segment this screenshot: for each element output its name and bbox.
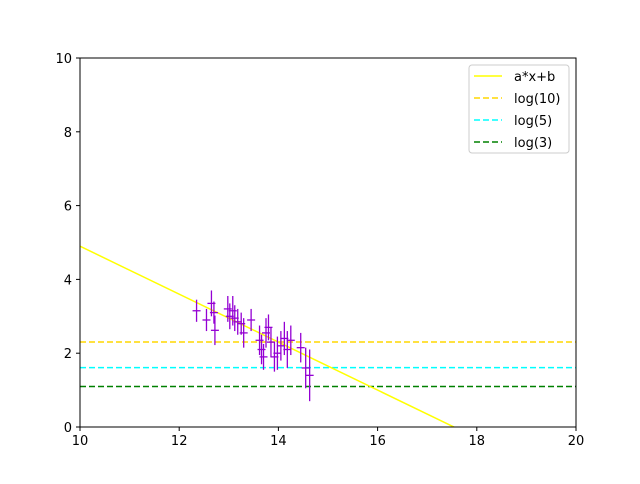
legend-label: log(10) — [514, 92, 561, 107]
y-tick-label: 4 — [64, 273, 72, 288]
y-tick-label: 0 — [64, 421, 72, 436]
y-tick-label: 10 — [55, 52, 72, 67]
data-point — [228, 296, 237, 326]
data-point — [209, 301, 218, 324]
x-tick-label: 20 — [568, 434, 585, 449]
x-tick-label: 16 — [369, 434, 386, 449]
fit-line — [80, 245, 456, 427]
y-tick-label: 6 — [64, 200, 72, 215]
fit-line-layer — [80, 245, 456, 427]
reference-lines — [80, 341, 576, 388]
data-point — [286, 325, 295, 356]
data-point — [296, 332, 305, 363]
data-point — [273, 336, 282, 370]
data-point — [276, 331, 285, 361]
data-point — [233, 308, 242, 335]
data-point — [301, 347, 310, 389]
x-tick-label: 18 — [469, 434, 486, 449]
y-tick-label: 2 — [64, 347, 72, 362]
legend-item: a*x+b — [474, 70, 555, 85]
legend-label: a*x+b — [514, 70, 555, 85]
legend-box — [468, 64, 570, 154]
legend-item: log(5) — [474, 114, 552, 129]
data-point — [210, 315, 219, 346]
y-tick-label: 8 — [64, 126, 72, 141]
data-point — [257, 334, 266, 365]
data-points — [192, 290, 314, 402]
legend-item: log(3) — [474, 136, 552, 151]
x-axis: 10 12 14 16 18 20 — [72, 427, 585, 449]
data-point — [305, 349, 314, 402]
legend: a*x+b log(10) log(5) log(3) — [468, 64, 570, 154]
plot-frame — [79, 57, 577, 428]
data-point — [247, 308, 256, 332]
data-point — [259, 343, 268, 370]
x-tick-label: 10 — [72, 434, 89, 449]
data-point — [283, 331, 292, 368]
legend-label: log(3) — [514, 136, 552, 151]
legend-item: log(10) — [474, 92, 561, 107]
data-point — [192, 299, 201, 322]
y-axis: 0 2 4 6 8 10 — [55, 52, 80, 436]
x-tick-label: 12 — [171, 434, 188, 449]
legend-label: log(5) — [514, 114, 552, 129]
x-tick-label: 14 — [270, 434, 287, 449]
data-point — [239, 318, 248, 348]
data-point — [223, 296, 232, 322]
data-point — [202, 308, 211, 332]
data-point — [266, 327, 275, 357]
